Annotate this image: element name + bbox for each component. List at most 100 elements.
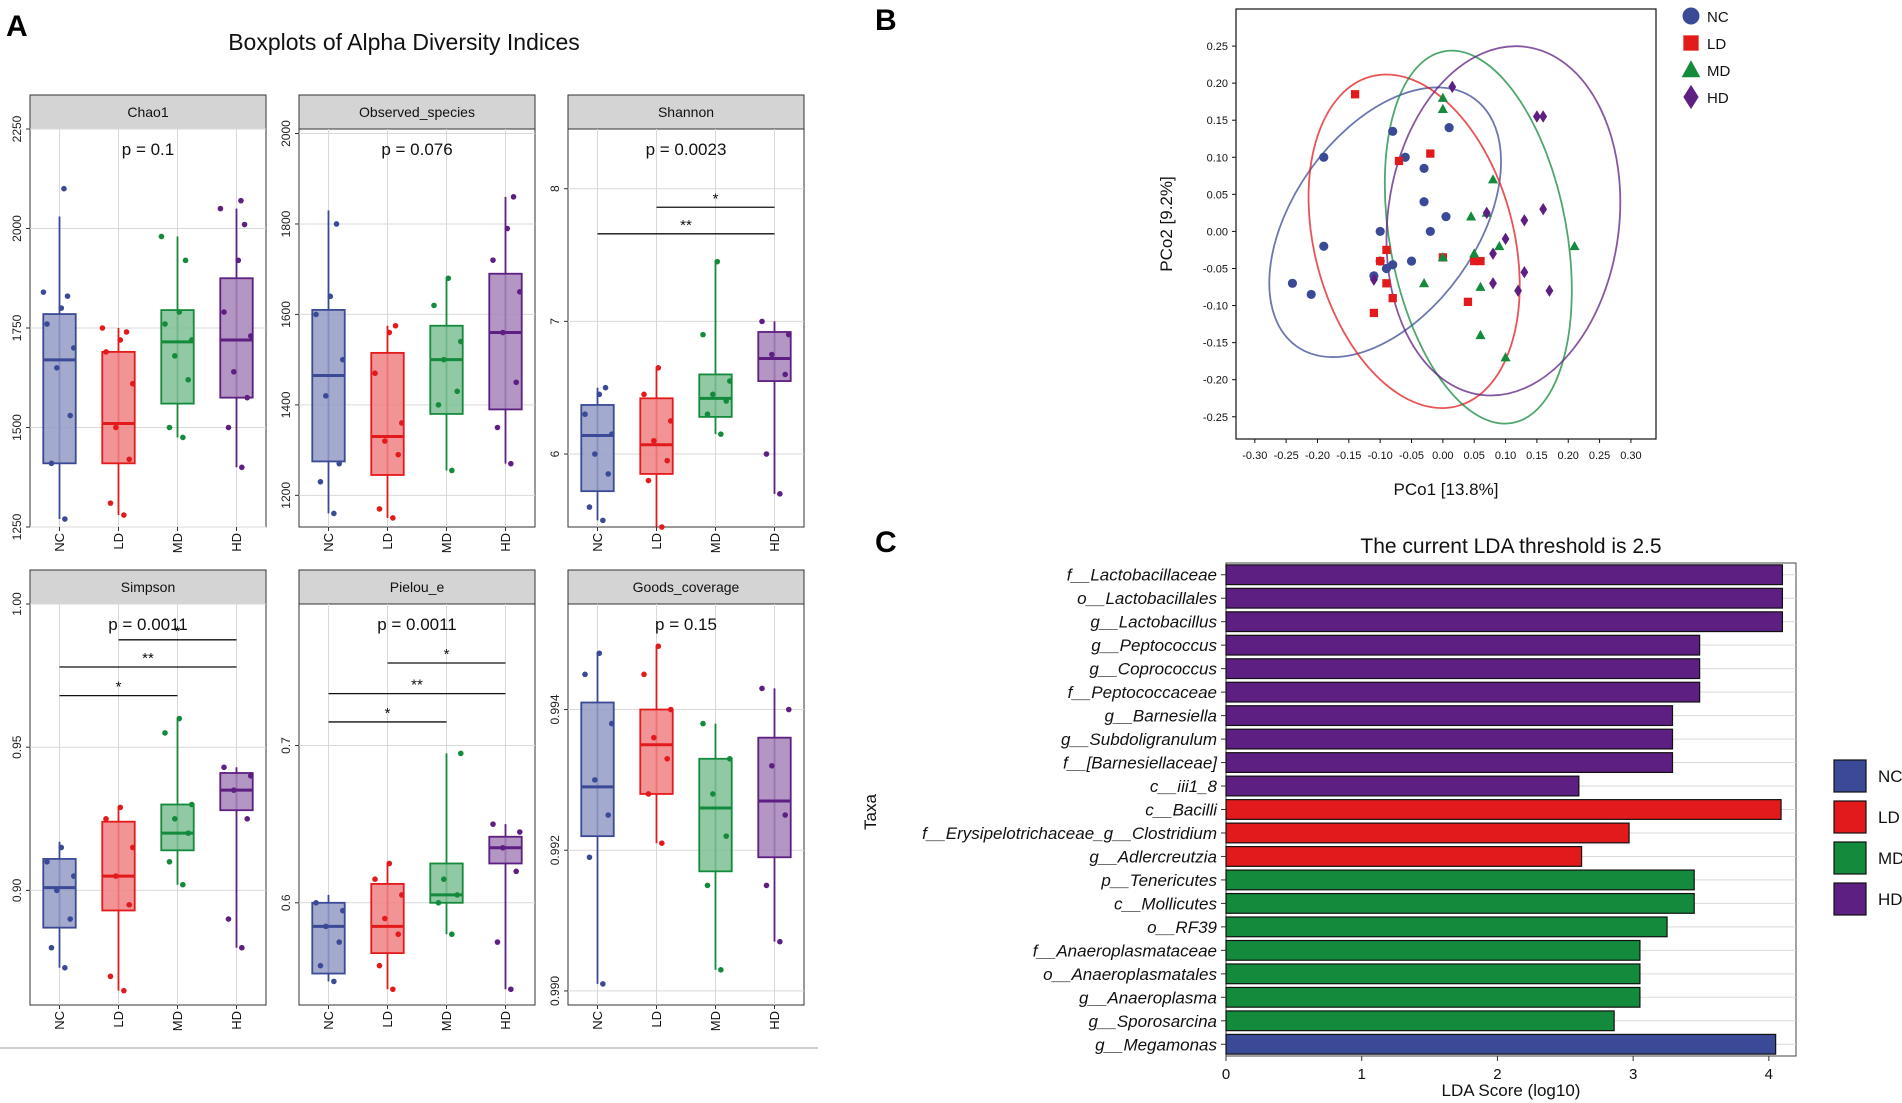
y-axis-title: Taxa <box>861 794 880 830</box>
scatter-point-md <box>1487 174 1499 184</box>
taxon-label: g__Anaeroplasma <box>1079 988 1217 1007</box>
legend-marker-hd <box>1683 84 1699 110</box>
data-point-md <box>162 730 168 736</box>
data-point-md <box>718 431 724 437</box>
boxplot-panel-goods_coverage: Goods_coverage 0.990 0.992 0.994 NC LD MD HD p =… <box>548 569 805 1031</box>
data-point-ld <box>126 901 133 908</box>
data-point-ld <box>645 791 652 797</box>
data-point-nc <box>336 460 343 467</box>
facet-title: Goods_coverage <box>633 579 740 595</box>
facet-title: Chao1 <box>127 104 168 120</box>
y-tick-label: 0.994 <box>548 694 562 724</box>
data-point-nc <box>58 305 65 311</box>
data-point-md <box>704 411 711 418</box>
scatter-point-nc <box>1306 289 1316 300</box>
data-point-hd <box>241 221 248 228</box>
data-point-nc <box>67 412 74 419</box>
x-tick-label-md: MD <box>439 533 454 553</box>
x-tick-label: 0.00 <box>1432 450 1453 462</box>
data-point-ld <box>655 643 662 650</box>
legend-label-hd: HD <box>1878 890 1902 909</box>
x-tick-label: 1 <box>1358 1066 1366 1083</box>
y-tick-label: 1600 <box>279 301 293 328</box>
x-tick-label: -0.20 <box>1305 450 1330 462</box>
data-point-hd <box>508 460 514 467</box>
data-point-md <box>185 376 192 383</box>
scatter-point-md <box>1418 278 1430 288</box>
y-tick-label: 8 <box>548 185 562 192</box>
data-point-ld <box>372 370 378 377</box>
scatter-point-ld <box>1350 90 1360 99</box>
data-point-nc <box>48 944 55 951</box>
data-point-md <box>700 720 706 727</box>
data-point-ld <box>664 457 671 464</box>
legend-marker-md <box>1681 60 1701 78</box>
data-point-ld <box>376 506 383 512</box>
data-point-ld <box>641 671 647 678</box>
data-point-nc <box>582 411 588 418</box>
data-point-ld <box>395 931 402 938</box>
data-point-ld <box>121 512 127 518</box>
data-point-md <box>180 881 186 888</box>
x-tick-label: 0.05 <box>1463 450 1484 462</box>
y-tick-label: -0.15 <box>1203 338 1228 350</box>
data-point-nc <box>596 650 603 657</box>
x-tick-label-ld: LD <box>649 1011 664 1028</box>
data-point-md <box>172 353 178 359</box>
data-point-nc <box>582 671 588 678</box>
data-point-nc <box>600 517 606 524</box>
box-nc <box>42 313 77 465</box>
legend-label-ld: LD <box>1878 808 1900 827</box>
scatter-point-nc <box>1319 152 1329 162</box>
data-point-hd <box>508 986 514 993</box>
taxon-label: f__Anaeroplasmataceae <box>1033 941 1217 960</box>
data-point-md <box>431 302 437 309</box>
data-point-hd <box>244 394 251 401</box>
data-point-nc <box>62 516 68 522</box>
scatter-point-md <box>1494 240 1505 251</box>
scatter-point-ld <box>1369 308 1379 318</box>
x-tick-label: -0.15 <box>1336 450 1361 462</box>
data-point-hd <box>769 763 775 769</box>
data-point-ld <box>651 437 657 444</box>
data-point-hd <box>221 309 227 315</box>
scatter-point-nc <box>1375 226 1385 237</box>
significance-star: ** <box>142 650 154 667</box>
y-tick-label: 1200 <box>279 482 293 509</box>
y-tick-label: -0.10 <box>1203 301 1228 313</box>
scatter-point-hd <box>1482 206 1491 220</box>
y-tick-label: -0.20 <box>1203 375 1228 387</box>
significance-star: ** <box>680 217 692 234</box>
data-point-ld <box>390 986 396 993</box>
y-tick-label: 1400 <box>279 391 293 418</box>
scatter-point-hd <box>1501 232 1510 246</box>
y-tick-label: -0.25 <box>1203 412 1228 424</box>
data-point-hd <box>777 938 783 945</box>
significance-star: * <box>385 705 391 722</box>
facet-strip <box>567 569 805 605</box>
data-point-ld <box>117 337 124 343</box>
data-point-md <box>441 876 447 882</box>
x-tick-label-nc: NC <box>321 1011 336 1030</box>
lda-bar-hd <box>1225 705 1674 727</box>
x-tick-label-ld: LD <box>380 533 395 550</box>
p-value-label: p = 0.0023 <box>646 140 727 159</box>
data-point-ld <box>386 860 393 867</box>
data-point-hd <box>516 289 523 295</box>
scatter-point-md <box>1469 248 1480 258</box>
data-point-ld <box>103 349 109 355</box>
data-point-md <box>726 378 733 384</box>
data-point-hd <box>763 882 770 889</box>
y-tick-label: 0.95 <box>10 735 24 759</box>
y-tick-label: 0.990 <box>548 976 562 1006</box>
data-point-hd <box>231 368 237 375</box>
y-tick-label: 0.15 <box>1207 115 1228 127</box>
data-point-nc <box>40 289 47 295</box>
data-point-hd <box>231 787 237 793</box>
y-tick-label: 0.992 <box>548 835 562 865</box>
data-point-nc <box>605 812 612 818</box>
scatter-point-ld <box>1388 293 1397 303</box>
data-point-nc <box>70 873 77 879</box>
facet-title: Observed_species <box>359 104 475 120</box>
